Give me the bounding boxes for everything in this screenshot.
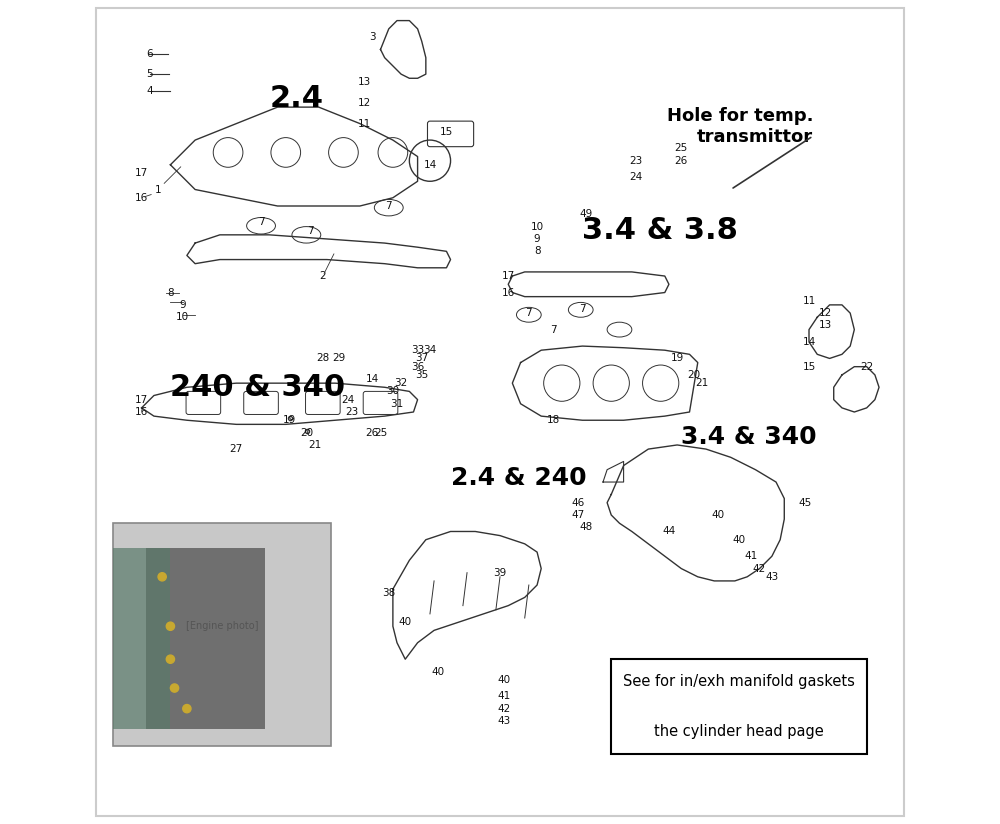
Text: 5: 5 — [146, 69, 153, 79]
Text: 35: 35 — [415, 370, 428, 380]
Text: 19: 19 — [283, 415, 297, 425]
Bar — [113, 548, 170, 729]
Text: 13: 13 — [357, 77, 371, 87]
Text: 26: 26 — [675, 156, 688, 166]
Text: 30: 30 — [386, 386, 399, 396]
Text: 2: 2 — [320, 271, 326, 281]
Text: 45: 45 — [798, 498, 812, 508]
Text: 2.4: 2.4 — [269, 84, 323, 114]
Text: [Engine photo]: [Engine photo] — [186, 621, 259, 631]
FancyBboxPatch shape — [611, 659, 867, 754]
Text: 7: 7 — [579, 304, 586, 314]
Text: 24: 24 — [629, 172, 643, 182]
Text: 40: 40 — [732, 535, 746, 545]
Text: 37: 37 — [415, 353, 428, 363]
Text: 12: 12 — [819, 308, 832, 318]
Text: 9: 9 — [179, 300, 186, 310]
Text: 16: 16 — [502, 288, 515, 297]
Text: 40: 40 — [712, 510, 725, 520]
Text: 40: 40 — [498, 675, 511, 685]
Text: 3: 3 — [369, 32, 376, 42]
Text: 14: 14 — [423, 160, 437, 170]
Text: 32: 32 — [394, 378, 408, 388]
Text: 11: 11 — [357, 119, 371, 129]
Text: 15: 15 — [440, 127, 453, 137]
Text: 2.4 & 240: 2.4 & 240 — [451, 466, 586, 490]
Text: 39: 39 — [493, 568, 507, 578]
Text: 42: 42 — [497, 704, 511, 714]
Text: 17: 17 — [502, 271, 515, 281]
Text: 25: 25 — [675, 143, 688, 153]
Text: 8: 8 — [534, 246, 540, 256]
Text: 1: 1 — [155, 185, 161, 194]
Circle shape — [166, 655, 175, 663]
Text: 43: 43 — [497, 716, 511, 726]
Text: 23: 23 — [345, 407, 358, 417]
Text: 20: 20 — [300, 428, 313, 438]
Bar — [146, 548, 265, 729]
Text: 9: 9 — [534, 234, 540, 244]
Text: 12: 12 — [357, 98, 371, 108]
Text: 36: 36 — [411, 362, 424, 372]
Text: 11: 11 — [802, 296, 816, 306]
Text: 27: 27 — [230, 444, 243, 454]
Text: 10: 10 — [176, 312, 189, 322]
Text: 25: 25 — [374, 428, 387, 438]
Text: 22: 22 — [860, 362, 873, 372]
Text: See for in/exh manifold gaskets

the cylinder head page: See for in/exh manifold gaskets the cyli… — [623, 675, 855, 738]
Text: 49: 49 — [580, 209, 593, 219]
Text: 33: 33 — [411, 345, 424, 355]
Text: 14: 14 — [802, 337, 816, 347]
Text: 41: 41 — [497, 691, 511, 701]
Text: 7: 7 — [550, 325, 557, 335]
Text: 48: 48 — [580, 522, 593, 532]
Text: 40: 40 — [399, 617, 412, 627]
Text: 16: 16 — [135, 407, 148, 417]
Text: 41: 41 — [745, 551, 758, 561]
Text: 7: 7 — [526, 308, 532, 318]
Text: 43: 43 — [765, 572, 779, 582]
Circle shape — [166, 622, 175, 630]
Text: 38: 38 — [382, 588, 395, 598]
Text: 7: 7 — [385, 201, 392, 211]
Text: 7: 7 — [307, 226, 314, 236]
Text: 13: 13 — [819, 321, 832, 330]
Text: 44: 44 — [662, 527, 676, 536]
Circle shape — [183, 705, 191, 713]
Text: 46: 46 — [572, 498, 585, 508]
Text: 19: 19 — [671, 353, 684, 363]
Text: 240 & 340: 240 & 340 — [170, 372, 346, 402]
Text: 6: 6 — [146, 49, 153, 59]
Text: 21: 21 — [695, 378, 709, 388]
Text: 23: 23 — [629, 156, 643, 166]
Text: 31: 31 — [390, 399, 404, 409]
Text: 8: 8 — [167, 288, 174, 297]
Text: 40: 40 — [432, 667, 445, 677]
Text: 34: 34 — [423, 345, 437, 355]
Text: 3.4 & 3.8: 3.4 & 3.8 — [582, 216, 738, 246]
Text: 26: 26 — [366, 428, 379, 438]
Text: 42: 42 — [753, 564, 766, 574]
Text: 4: 4 — [146, 86, 153, 96]
Text: 15: 15 — [802, 362, 816, 372]
Text: Hole for temp.
transmittor: Hole for temp. transmittor — [667, 107, 813, 146]
Text: 14: 14 — [366, 374, 379, 384]
Text: 18: 18 — [547, 415, 560, 425]
Text: 20: 20 — [687, 370, 700, 380]
Bar — [113, 523, 331, 746]
Text: 3.4 & 340: 3.4 & 340 — [681, 424, 817, 449]
Circle shape — [170, 684, 179, 692]
Circle shape — [158, 573, 166, 581]
Text: 7: 7 — [258, 218, 264, 227]
Text: 17: 17 — [135, 395, 148, 405]
Text: 29: 29 — [333, 353, 346, 363]
Text: 10: 10 — [531, 222, 544, 232]
Text: 28: 28 — [316, 353, 329, 363]
Text: 17: 17 — [135, 168, 148, 178]
Text: 24: 24 — [341, 395, 354, 405]
Text: 16: 16 — [135, 193, 148, 203]
Text: 21: 21 — [308, 440, 321, 450]
Text: 47: 47 — [572, 510, 585, 520]
